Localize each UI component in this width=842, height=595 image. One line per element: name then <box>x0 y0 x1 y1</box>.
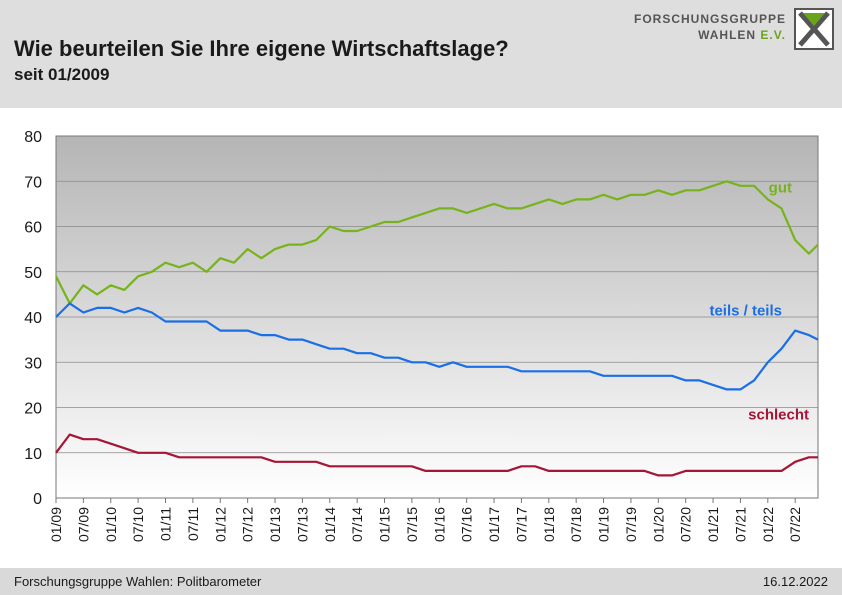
series-line-schlecht <box>55 433 818 477</box>
y-tick-label: 70 <box>24 174 42 191</box>
y-tick-label: 10 <box>24 446 42 463</box>
y-axis: 0 10 20 30 40 50 60 70 80 <box>24 129 42 508</box>
x-tick-label: 01/20 <box>650 507 666 542</box>
series-line-gut <box>55 180 819 305</box>
x-tick-label: 07/19 <box>623 507 639 542</box>
x-tick-label: 01/22 <box>760 507 776 542</box>
logo-text-line1: FORSCHUNGSGRUPPE <box>633 12 786 26</box>
x-tick-label: 01/10 <box>103 507 119 542</box>
x-tick-label: 07/18 <box>568 507 584 542</box>
chart-area: 0 10 20 30 40 50 60 70 80 01/09 07/09 01/10 07/10 01… <box>0 108 842 568</box>
x-tick-label: 07/21 <box>732 507 748 542</box>
y-tick-label: 20 <box>24 401 42 418</box>
x-tick-label: 07/12 <box>240 507 256 542</box>
series-label: gut <box>769 180 792 197</box>
logo-text-ev: E.V. <box>760 28 786 42</box>
x-tick-label: 07/14 <box>349 507 365 542</box>
header: Wie beurteilen Sie Ihre eigene Wirtschaf… <box>0 0 842 108</box>
x-axis: 01/09 07/09 01/10 07/10 01/11 07/11 01/12 07/12… <box>48 498 803 542</box>
x-tick-label: 07/22 <box>787 507 803 542</box>
x-tick-label: 07/15 <box>404 507 420 542</box>
y-tick-label: 60 <box>24 220 42 237</box>
x-tick-label: 01/14 <box>322 507 338 542</box>
logo-text-wahlen: WAHLEN <box>698 28 757 42</box>
grid-lines <box>56 180 818 454</box>
x-tick-label: 07/11 <box>185 507 201 541</box>
y-tick-label: 40 <box>24 310 42 327</box>
logo-text-line2: WAHLEN E.V. <box>698 28 786 42</box>
x-tick-label: 07/16 <box>459 507 475 542</box>
logo-box-icon <box>794 8 834 50</box>
x-tick-label: 01/16 <box>431 507 447 542</box>
x-tick-label: 01/15 <box>377 507 393 542</box>
chart-subtitle: seit 01/2009 <box>14 65 110 84</box>
x-tick-label: 07/17 <box>513 507 529 542</box>
x-tick-label: 01/11 <box>158 507 174 541</box>
y-tick-label: 30 <box>24 355 42 372</box>
y-tick-label: 0 <box>33 491 42 508</box>
x-tick-label: 07/09 <box>75 507 91 542</box>
y-tick-label: 80 <box>24 129 42 146</box>
x-tick-label: 07/10 <box>130 507 146 542</box>
y-tick-label: 50 <box>24 265 42 282</box>
chart-title: Wie beurteilen Sie Ihre eigene Wirtschaf… <box>14 36 509 61</box>
series-label: teils / teils <box>709 303 782 320</box>
series-label: schlecht <box>748 406 809 423</box>
series-labels: gut teils / teils schlecht <box>709 180 809 424</box>
logo: FORSCHUNGSGRUPPE WAHLEN E.V. <box>634 8 834 54</box>
x-tick-label: 01/21 <box>705 507 721 542</box>
x-tick-label: 01/19 <box>596 507 612 542</box>
publication-date: 16.12.2022 <box>762 574 828 589</box>
x-tick-label: 01/09 <box>48 507 64 542</box>
series-lines <box>55 180 819 477</box>
x-tick-label: 01/17 <box>486 507 502 542</box>
x-tick-label: 01/18 <box>541 507 557 542</box>
x-tick-label: 01/13 <box>267 507 283 542</box>
x-tick-label: 07/13 <box>294 507 310 542</box>
series-line-teils-teils <box>55 302 819 391</box>
x-tick-label: 07/20 <box>678 507 694 542</box>
x-tick-label: 01/12 <box>212 507 228 542</box>
footer: Forschungsgruppe Wahlen: Politbarometer … <box>0 568 842 595</box>
source-note: Forschungsgruppe Wahlen: Politbarometer <box>14 574 262 589</box>
